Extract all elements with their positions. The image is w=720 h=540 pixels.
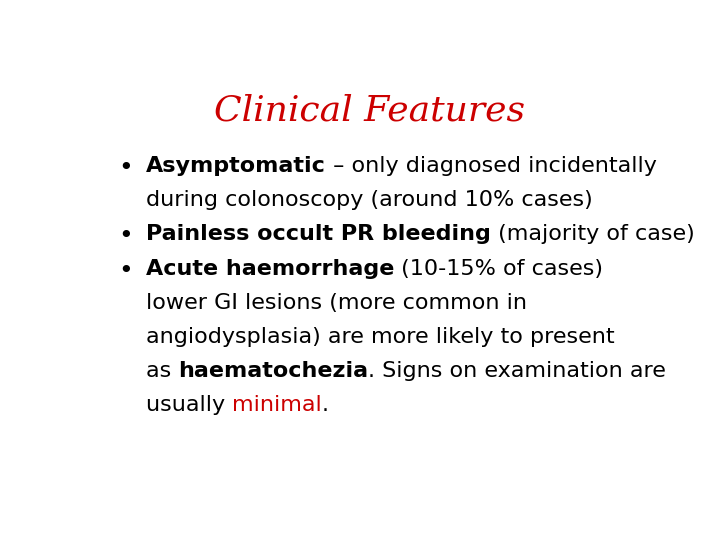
Text: as: as [145, 361, 178, 381]
Text: minimal: minimal [232, 395, 322, 415]
Text: Painless occult PR bleeding: Painless occult PR bleeding [145, 225, 490, 245]
Text: – only diagnosed incidentally: – only diagnosed incidentally [325, 156, 657, 176]
Text: Asymptomatic: Asymptomatic [145, 156, 325, 176]
Text: •: • [118, 156, 132, 180]
Text: •: • [118, 225, 132, 248]
Text: Clinical Features: Clinical Features [214, 94, 524, 128]
Text: angiodysplasia) are more likely to present: angiodysplasia) are more likely to prese… [145, 327, 614, 347]
Text: usually: usually [145, 395, 232, 415]
Text: during colonoscopy (around 10% cases): during colonoscopy (around 10% cases) [145, 191, 593, 211]
Text: •: • [118, 259, 132, 282]
Text: (10-15% of cases): (10-15% of cases) [394, 259, 603, 279]
Text: (majority of case): (majority of case) [490, 225, 694, 245]
Text: .: . [322, 395, 329, 415]
Text: haematochezia: haematochezia [178, 361, 369, 381]
Text: Acute haemorrhage: Acute haemorrhage [145, 259, 394, 279]
Text: . Signs on examination are: . Signs on examination are [369, 361, 666, 381]
Text: lower GI lesions (more common in: lower GI lesions (more common in [145, 293, 527, 313]
